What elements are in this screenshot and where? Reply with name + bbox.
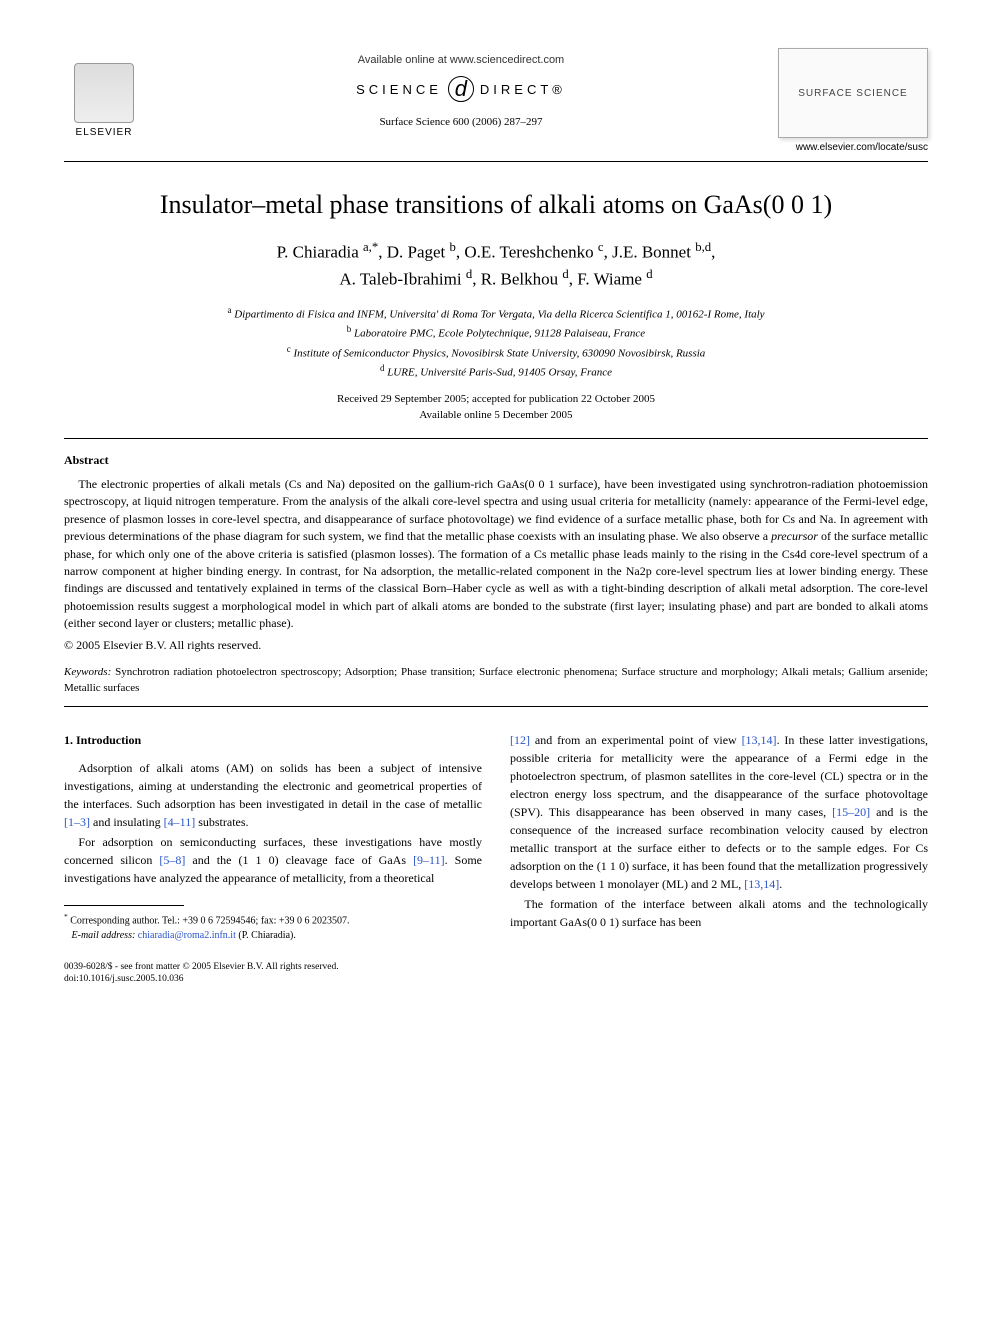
keywords-text: Synchrotron radiation photoelectron spec… [64,666,928,693]
footer-line1: 0039-6028/$ - see front matter © 2005 El… [64,962,339,972]
intro-p1: Adsorption of alkali atoms (AM) on solid… [64,759,482,831]
email-suffix: (P. Chiaradia). [236,930,296,941]
author-1-sup: a,* [363,240,378,254]
dates-block: Received 29 September 2005; accepted for… [64,391,928,424]
journal-box-wrap: SURFACE SCIENCE www.elsevier.com/locate/… [778,48,928,153]
p1-b: and insulating [90,815,164,829]
author-4-sup: b,d [695,240,711,254]
affil-c: Institute of Semiconductor Physics, Novo… [291,347,706,359]
col2-p1: [12] and from an experimental point of v… [510,731,928,893]
footnote-text1: Corresponding author. Tel.: +39 0 6 7259… [68,916,350,927]
available-date: Available online 5 December 2005 [419,409,572,421]
c2p1-d: . [779,877,782,891]
abstract-post: of the surface metallic phase, for which… [64,529,928,630]
author-sep-3e: , [711,243,715,262]
header-rule [64,161,928,162]
corresponding-footnote: * Corresponding author. Tel.: +39 0 6 72… [64,912,482,942]
sd-at-icon: d [448,76,474,102]
affil-b: Laboratoire PMC, Ecole Polytechnique, 91… [351,328,645,340]
email-label: E-mail address: [72,930,136,941]
affiliations-block: a Dipartimento di Fisica and INFM, Unive… [64,304,928,381]
cite-1-3[interactable]: [1–3] [64,815,90,829]
keywords-block: Keywords: Synchrotron radiation photoele… [64,665,928,696]
two-column-body: 1. Introduction Adsorption of alkali ato… [64,731,928,942]
author-sep-6: , F. Wiame [569,270,646,289]
author-sep-1: , D. Paget [378,243,449,262]
authors-block: P. Chiaradia a,*, D. Paget b, O.E. Teres… [64,238,928,292]
sd-left: SCIENCE [356,82,442,97]
elsevier-name: ELSEVIER [76,127,133,138]
abstract-heading: Abstract [64,453,928,468]
received-date: Received 29 September 2005; accepted for… [337,393,655,405]
abstract-em: precursor [771,529,818,543]
affil-a: Dipartimento di Fisica and INFM, Univers… [231,309,764,321]
keywords-label: Keywords: [64,666,111,678]
author-sep-5: , R. Belkhou [472,270,562,289]
abstract-copyright: © 2005 Elsevier B.V. All rights reserved… [64,638,928,653]
footer-line2: doi:10.1016/j.susc.2005.10.036 [64,974,184,984]
elsevier-tree-icon [74,63,134,123]
journal-reference: Surface Science 600 (2006) 287–297 [144,116,778,128]
author-sep-3: , J.E. Bonnet [604,243,696,262]
locate-url: www.elsevier.com/locate/susc [778,142,928,153]
c2p1-a: and from an experimental point of view [530,733,742,747]
abstract-bottom-rule [64,706,928,707]
p2-b: and the (1 1 0) cleavage face of GaAs [185,853,413,867]
cite-4-11[interactable]: [4–11] [164,815,196,829]
center-header: Available online at www.sciencedirect.co… [144,48,778,128]
email-link[interactable]: chiaradia@roma2.infn.it [138,930,236,941]
abstract-body: The electronic properties of alkali meta… [64,476,928,633]
section-1-heading: 1. Introduction [64,731,482,749]
intro-p2: For adsorption on semiconducting surface… [64,833,482,887]
column-right: [12] and from an experimental point of v… [510,731,928,942]
journal-box-title: SURFACE SCIENCE [798,88,907,99]
col2-p2: The formation of the interface between a… [510,895,928,931]
cite-9-11[interactable]: [9–11] [413,853,445,867]
cite-13-14[interactable]: [13,14] [742,733,777,747]
author-5: A. Taleb-Ibrahimi [339,270,465,289]
journal-cover-box: SURFACE SCIENCE [778,48,928,138]
elsevier-logo: ELSEVIER [64,48,144,138]
cite-15-20[interactable]: [15–20] [832,805,870,819]
p1-a: Adsorption of alkali atoms (AM) on solid… [64,761,482,811]
p1-c: substrates. [195,815,248,829]
column-left: 1. Introduction Adsorption of alkali ato… [64,731,482,942]
affil-d: LURE, Université Paris-Sud, 91405 Orsay,… [384,366,612,378]
footer-block: 0039-6028/$ - see front matter © 2005 El… [64,961,928,986]
cite-13-14b[interactable]: [13,14] [744,877,779,891]
cite-5-8[interactable]: [5–8] [159,853,185,867]
sd-right: DIRECT® [480,82,566,97]
article-title: Insulator–metal phase transitions of alk… [64,190,928,220]
cite-12[interactable]: [12] [510,733,530,747]
header-row: ELSEVIER Available online at www.science… [64,48,928,153]
author-1: P. Chiaradia [277,243,363,262]
author-sep-2: , O.E. Tereshchenko [456,243,598,262]
science-direct-logo: SCIENCE d DIRECT® [356,76,566,102]
author-7-sup: d [646,267,652,281]
available-online-text: Available online at www.sciencedirect.co… [144,54,778,66]
abstract-top-rule [64,438,928,439]
footnote-separator [64,905,184,906]
